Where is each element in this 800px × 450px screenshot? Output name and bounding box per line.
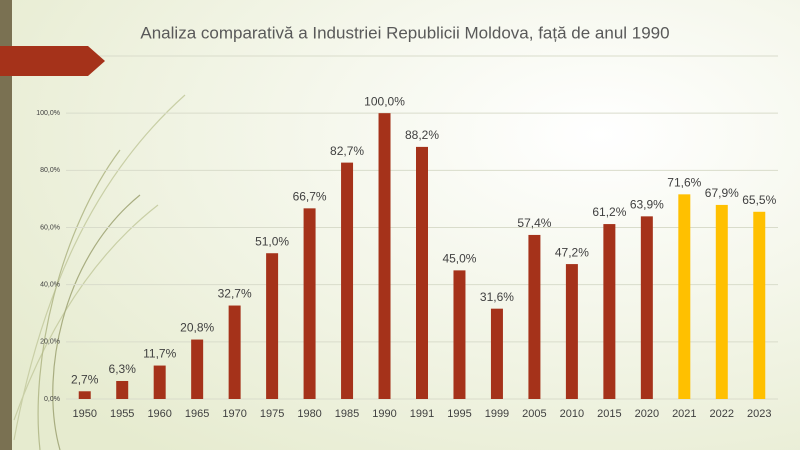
x-tick-label: 1999: [485, 408, 509, 420]
bar: [603, 224, 616, 399]
x-tick-label: 2005: [522, 408, 546, 420]
data-label: 65,5%: [742, 193, 776, 207]
x-tick-label: 2015: [597, 408, 621, 420]
data-label: 61,2%: [592, 205, 626, 219]
bar: [640, 216, 653, 399]
x-tick-label: 1991: [410, 408, 434, 420]
data-label: 31,6%: [480, 290, 514, 304]
y-tick-label: 0,0%: [44, 396, 60, 403]
bar: [753, 211, 766, 399]
bar: [715, 204, 728, 399]
x-tick-label: 2020: [635, 408, 659, 420]
bar: [266, 253, 279, 399]
x-tick-label: 1985: [335, 408, 359, 420]
data-label: 51,0%: [255, 234, 289, 248]
data-label: 6,3%: [109, 362, 137, 376]
data-label: 57,4%: [517, 216, 551, 230]
x-tick-label: 1955: [110, 408, 134, 420]
bar: [678, 194, 691, 399]
data-label: 47,2%: [555, 245, 589, 259]
x-tick-label: 2023: [747, 408, 771, 420]
bar: [341, 162, 354, 399]
y-tick-label: 100,0%: [36, 110, 60, 117]
bar: [528, 234, 541, 399]
bar: [153, 365, 166, 399]
bar: [303, 208, 316, 399]
bar: [191, 339, 204, 399]
x-tick-label: 2021: [672, 408, 696, 420]
data-label: 20,8%: [180, 321, 214, 335]
x-tick-label: 1965: [185, 408, 209, 420]
x-tick-label: 1950: [72, 408, 96, 420]
data-label: 71,6%: [667, 176, 701, 190]
y-tick-label: 60,0%: [40, 224, 60, 231]
data-label: 66,7%: [293, 190, 327, 204]
decoration: [13, 94, 186, 450]
x-tick-label: 2010: [560, 408, 584, 420]
x-tick-label: 1975: [260, 408, 284, 420]
x-tick-label: 1980: [297, 408, 321, 420]
x-tick-label: 2022: [710, 408, 734, 420]
bar: [416, 146, 428, 399]
x-tick-label: 1990: [372, 408, 396, 420]
x-tick-label: 1995: [447, 408, 471, 420]
bar: [453, 270, 466, 399]
data-label: 88,2%: [405, 128, 439, 142]
data-label: 2,7%: [71, 372, 99, 386]
arrow-banner: [0, 46, 105, 76]
data-label: 67,9%: [705, 186, 739, 200]
side-strip: [0, 0, 12, 450]
data-label: 100,0%: [364, 94, 405, 108]
data-label: 32,7%: [218, 287, 252, 301]
data-label: 11,7%: [143, 347, 176, 361]
bar: [116, 380, 129, 399]
data-label: 45,0%: [442, 252, 476, 266]
y-tick-label: 40,0%: [40, 282, 60, 289]
bar: [490, 308, 503, 399]
data-label: 63,9%: [630, 198, 664, 212]
x-tick-label: 1970: [222, 408, 246, 420]
x-tick-label: 1960: [147, 408, 171, 420]
bar: [228, 305, 241, 399]
data-label: 82,7%: [330, 144, 364, 158]
bar: [78, 391, 91, 399]
y-tick-label: 80,0%: [40, 167, 60, 174]
chart-title: Analiza comparativă a Industriei Republi…: [140, 23, 669, 42]
bar: [378, 113, 391, 400]
y-tick-label: 20,0%: [40, 339, 60, 346]
bar: [565, 264, 578, 399]
